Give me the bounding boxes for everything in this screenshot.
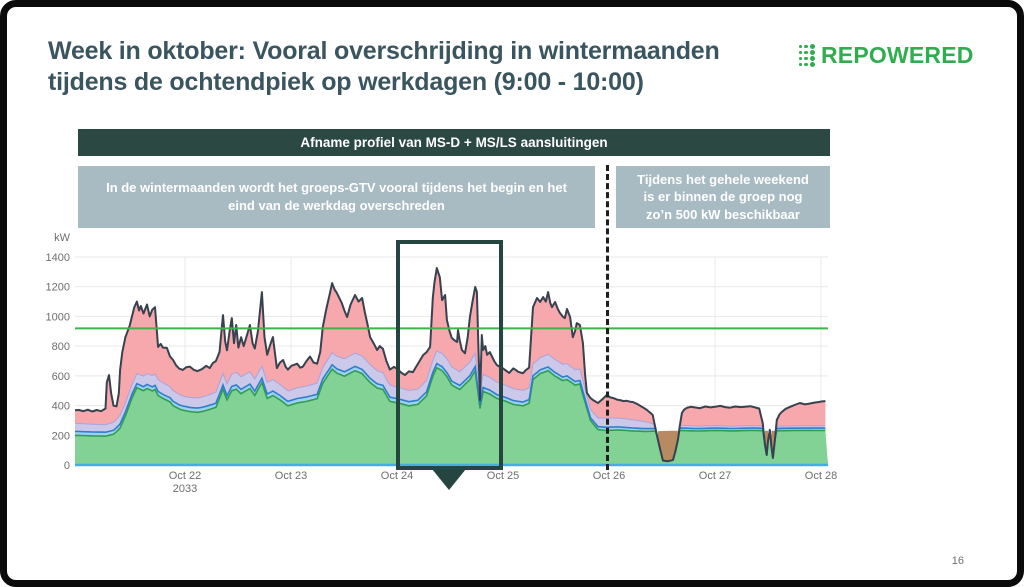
svg-text:2033: 2033 [173, 483, 197, 495]
svg-text:1400: 1400 [46, 252, 70, 264]
annotation-weekdays: In de wintermaanden wordt het groeps-GTV… [78, 166, 595, 228]
annotation-weekend: Tijdens het gehele weekend is er binnen … [616, 166, 830, 228]
svg-text:1000: 1000 [46, 311, 70, 323]
svg-text:Oct 27: Oct 27 [699, 470, 731, 482]
svg-text:800: 800 [52, 341, 70, 353]
page-number: 16 [951, 555, 964, 567]
logo-dots-icon [798, 44, 816, 68]
repowered-logo: REPOWERED [798, 42, 974, 69]
svg-text:Oct 26: Oct 26 [593, 470, 625, 482]
svg-text:200: 200 [52, 430, 70, 442]
slide-title: Week in oktober: Vooral overschrijding i… [48, 37, 720, 96]
highlight-box-oct24-25 [396, 240, 503, 470]
svg-text:Oct 23: Oct 23 [275, 470, 307, 482]
svg-text:1200: 1200 [46, 282, 70, 294]
svg-text:kW: kW [54, 232, 71, 244]
logo-text: REPOWERED [821, 42, 974, 68]
highlight-pointer-triangle-icon [432, 469, 466, 490]
svg-text:Oct 28: Oct 28 [805, 470, 837, 482]
svg-text:0: 0 [64, 460, 70, 472]
svg-text:Oct 25: Oct 25 [487, 470, 519, 482]
weekend-divider-dashed-line [606, 165, 609, 470]
svg-text:Oct 22: Oct 22 [169, 470, 201, 482]
svg-text:400: 400 [52, 401, 70, 413]
chart-title-bar: Afname profiel van MS-D + MS/LS aansluit… [78, 129, 830, 156]
svg-text:600: 600 [52, 371, 70, 383]
svg-text:Oct 24: Oct 24 [381, 470, 413, 482]
